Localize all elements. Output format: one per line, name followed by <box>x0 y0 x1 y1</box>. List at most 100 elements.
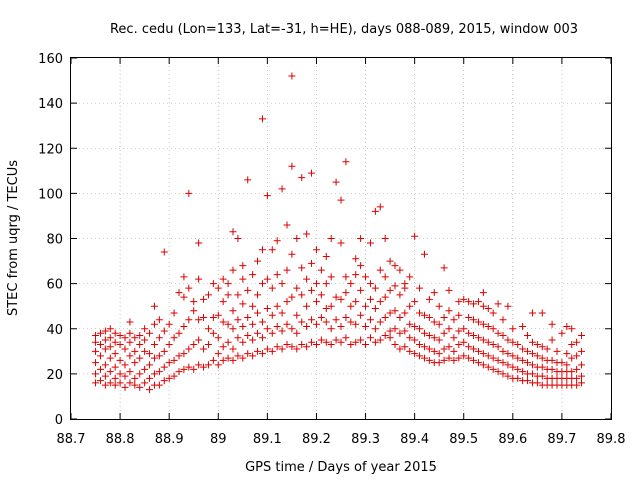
data-point <box>293 329 301 337</box>
data-point <box>160 248 168 256</box>
data-point <box>401 343 409 351</box>
data-point <box>465 313 473 321</box>
data-point <box>416 284 424 292</box>
data-point <box>249 320 257 328</box>
data-point <box>170 334 178 342</box>
data-point <box>209 280 217 288</box>
data-point <box>322 338 330 346</box>
data-point <box>106 354 114 362</box>
data-point <box>141 347 149 355</box>
data-point <box>258 280 266 288</box>
data-point <box>484 338 492 346</box>
data-point <box>214 334 222 342</box>
data-point <box>200 295 208 303</box>
data-point <box>465 354 473 362</box>
data-point <box>420 250 428 258</box>
data-point <box>327 325 335 333</box>
data-point <box>101 381 109 389</box>
data-point <box>514 341 522 349</box>
y-tick-label: 40 <box>46 323 63 338</box>
data-point <box>578 361 586 369</box>
data-point <box>209 313 217 321</box>
data-point <box>111 363 119 371</box>
data-point <box>263 275 271 283</box>
data-point <box>406 302 414 310</box>
data-point <box>435 302 443 310</box>
data-point <box>219 275 227 283</box>
data-point <box>386 309 394 317</box>
data-point <box>288 250 296 258</box>
data-point <box>111 381 119 389</box>
data-point <box>332 178 340 186</box>
data-point <box>293 284 301 292</box>
data-point <box>327 302 335 310</box>
data-point <box>416 325 424 333</box>
data-point <box>283 266 291 274</box>
data-point <box>484 322 492 330</box>
data-point <box>538 363 546 371</box>
y-tick-label: 120 <box>38 142 63 157</box>
data-point <box>499 316 507 324</box>
data-point <box>106 325 114 333</box>
data-point <box>150 370 158 378</box>
data-point <box>460 295 468 303</box>
data-point <box>445 354 453 362</box>
data-point <box>131 359 139 367</box>
data-point <box>489 354 497 362</box>
data-point <box>391 307 399 315</box>
data-point <box>150 320 158 328</box>
data-point <box>283 341 291 349</box>
data-point <box>371 338 379 346</box>
data-point <box>386 286 394 294</box>
data-point <box>146 329 154 337</box>
data-point <box>479 361 487 369</box>
data-point <box>381 273 389 281</box>
y-tick-label: 160 <box>38 52 63 67</box>
data-point <box>352 255 360 263</box>
data-point <box>396 345 404 353</box>
data-point <box>420 354 428 362</box>
data-point <box>509 352 517 360</box>
data-point <box>308 169 316 177</box>
data-point <box>195 239 203 247</box>
data-point <box>303 302 311 310</box>
y-tick-label: 60 <box>46 278 63 293</box>
x-tick-label: 89.1 <box>253 432 282 447</box>
data-point <box>229 345 237 353</box>
data-point <box>278 327 286 335</box>
data-point <box>499 359 507 367</box>
data-point <box>121 383 129 391</box>
data-point <box>101 345 109 353</box>
data-point <box>504 336 512 344</box>
data-point <box>254 257 262 265</box>
data-point <box>308 259 316 267</box>
data-point <box>435 336 443 344</box>
data-point <box>288 325 296 333</box>
data-point <box>96 341 104 349</box>
data-point <box>165 341 173 349</box>
data-point <box>484 352 492 360</box>
data-point <box>180 365 188 373</box>
data-point <box>435 359 443 367</box>
data-point <box>484 304 492 312</box>
data-point <box>229 266 237 274</box>
data-point <box>425 332 433 340</box>
data-point <box>568 354 576 362</box>
data-point <box>155 334 163 342</box>
data-point <box>204 341 212 349</box>
y-tick-label: 0 <box>55 413 63 428</box>
data-point <box>504 350 512 358</box>
data-point <box>416 341 424 349</box>
data-point <box>111 350 119 358</box>
data-point <box>273 271 281 279</box>
data-point <box>435 320 443 328</box>
data-point <box>308 286 316 294</box>
data-point <box>244 286 252 294</box>
data-point <box>170 309 178 317</box>
data-point <box>450 347 458 355</box>
data-point <box>376 203 384 211</box>
data-point <box>553 347 561 355</box>
data-point <box>101 327 109 335</box>
data-point <box>391 282 399 290</box>
data-point <box>229 325 237 333</box>
